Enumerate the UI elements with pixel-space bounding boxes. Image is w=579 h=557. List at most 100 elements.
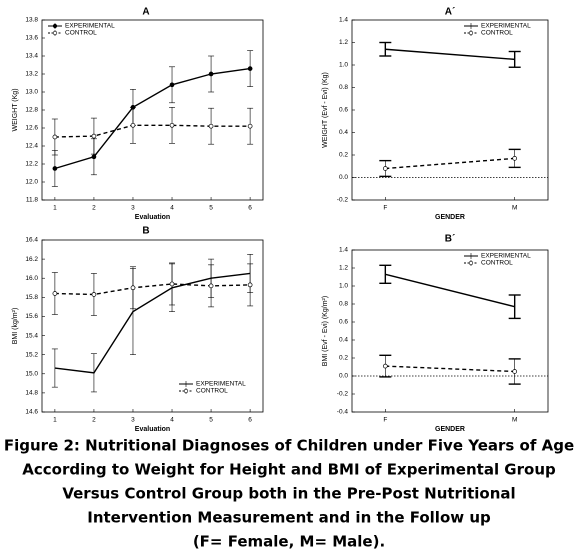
legend-marker xyxy=(52,23,58,29)
x-tick-label: 2 xyxy=(92,205,96,212)
x-axis-label: Evaluation xyxy=(135,214,170,221)
y-tick-label: 13.8 xyxy=(25,17,38,24)
y-axis-label: WEIGHT (Kg) xyxy=(12,88,19,131)
x-tick-label: 1 xyxy=(53,205,57,212)
data-point xyxy=(247,282,253,288)
caption-line: According to Weight for Height and BMI o… xyxy=(22,461,556,479)
data-point xyxy=(382,363,388,369)
data-point xyxy=(169,82,175,88)
y-tick-label: 12.4 xyxy=(25,143,38,150)
y-tick-label: 1.2 xyxy=(339,265,348,272)
chart-panel: -0.2 0.0 0.2 0.4 0.6 0.8 1.0 1.2 1.4 F M A´ GENDER WE… xyxy=(322,7,549,221)
error-bar xyxy=(379,41,392,57)
y-tick-label: 0.2 xyxy=(339,355,348,362)
y-tick-label: 0.0 xyxy=(339,174,348,181)
series-line xyxy=(54,272,251,374)
legend-label: CONTROL xyxy=(481,260,513,267)
series-line xyxy=(385,48,515,61)
y-tick-label: 15.4 xyxy=(25,332,38,339)
error-bar xyxy=(508,294,521,320)
series-line xyxy=(385,365,515,373)
y-tick-label: 0.6 xyxy=(339,107,348,114)
legend-label: EXPERIMENTAL xyxy=(65,23,115,30)
chart-panel: -0.4 -0.2 0.0 0.2 0.4 0.6 0.8 1.0 1.2 1.4 F M B´ GEND… xyxy=(322,234,549,433)
y-tick-label: 13.2 xyxy=(25,71,38,78)
y-tick-label: 16.2 xyxy=(25,256,38,263)
y-tick-label: 0.2 xyxy=(339,152,348,159)
x-tick-label: 6 xyxy=(248,205,252,212)
caption-line: (F= Female, M= Male). xyxy=(193,533,385,551)
x-axis-label: GENDER xyxy=(435,214,465,221)
y-tick-label: 16.4 xyxy=(25,237,38,244)
legend-label: CONTROL xyxy=(65,30,97,37)
x-tick-label: F xyxy=(383,205,387,212)
data-point xyxy=(208,123,214,129)
y-tick-label: 13.0 xyxy=(25,89,38,96)
y-tick-label: 0.6 xyxy=(339,319,348,326)
y-tick-label: 0.8 xyxy=(339,84,348,91)
data-point xyxy=(247,66,253,71)
series-line xyxy=(54,283,251,296)
y-tick-label: 12.8 xyxy=(25,107,38,114)
error-bar xyxy=(51,348,58,388)
y-tick-label: 15.6 xyxy=(25,313,38,320)
data-point xyxy=(382,166,388,171)
y-tick-label: 13.6 xyxy=(25,35,38,42)
chart-panel: 14.6 14.8 15.0 15.2 15.4 15.6 15.8 16.0 16.2 16.4… xyxy=(12,226,264,433)
y-axis-label: BMI (kg/m²) xyxy=(12,308,19,345)
y-tick-label: 1.4 xyxy=(339,247,348,254)
chart-panel: 11.8 12.0 12.2 12.4 12.6 12.8 13.0 13.2 13.4 13.6… xyxy=(12,7,264,221)
y-tick-label: 14.6 xyxy=(25,409,38,416)
x-axis-label: Evaluation xyxy=(135,426,170,433)
legend-marker xyxy=(468,260,474,266)
caption-line: Intervention Measurement and in the Foll… xyxy=(87,509,491,527)
legend-label: EXPERIMENTAL xyxy=(196,381,246,388)
x-tick-label: 1 xyxy=(53,417,57,424)
data-point xyxy=(169,281,175,287)
chart-title: B´ xyxy=(445,234,456,245)
y-tick-label: 0.4 xyxy=(339,337,348,344)
chart-title: B xyxy=(142,226,149,237)
data-point xyxy=(208,283,214,289)
caption-line: Versus Control Group both in the Pre-Pos… xyxy=(62,485,515,503)
legend-marker xyxy=(183,388,189,394)
x-tick-label: 5 xyxy=(209,417,213,424)
x-tick-label: 4 xyxy=(170,417,174,424)
error-bar xyxy=(379,264,392,284)
data-point xyxy=(247,123,253,129)
chart-title: A xyxy=(142,7,149,18)
y-tick-label: -0.2 xyxy=(337,391,349,398)
data-point xyxy=(52,291,58,296)
data-point xyxy=(52,134,58,140)
x-tick-label: 4 xyxy=(170,205,174,212)
x-tick-label: 3 xyxy=(131,417,135,424)
y-tick-label: 14.8 xyxy=(25,390,38,397)
data-point xyxy=(91,133,97,139)
y-tick-label: 16.0 xyxy=(25,275,38,282)
data-point xyxy=(512,369,518,374)
y-tick-label: 15.0 xyxy=(25,370,38,377)
data-point xyxy=(169,122,175,128)
data-point xyxy=(512,156,518,161)
x-axis-label: GENDER xyxy=(435,426,465,433)
y-tick-label: 0.4 xyxy=(339,129,348,136)
x-tick-label: F xyxy=(383,417,387,424)
plot-frame xyxy=(351,249,549,413)
y-tick-label: 12.6 xyxy=(25,125,38,132)
y-axis-label: BMI (Evf - Evi) (Kg/m²) xyxy=(322,296,329,366)
y-tick-label: 1.0 xyxy=(339,62,348,69)
y-tick-label: 15.8 xyxy=(25,294,38,301)
y-tick-label: -0.2 xyxy=(337,197,349,204)
error-bar xyxy=(508,50,521,68)
legend-label: EXPERIMENTAL xyxy=(481,23,531,30)
chart-title: A´ xyxy=(445,7,456,18)
series-line xyxy=(54,67,251,170)
x-tick-label: 3 xyxy=(131,205,135,212)
legend-label: CONTROL xyxy=(196,388,228,395)
x-tick-label: M xyxy=(512,205,517,212)
data-point xyxy=(130,285,136,291)
y-axis-label: WEIGHT (Evf - Evi) (Kg) xyxy=(322,72,329,148)
series-line xyxy=(385,157,515,170)
data-point xyxy=(208,71,214,77)
